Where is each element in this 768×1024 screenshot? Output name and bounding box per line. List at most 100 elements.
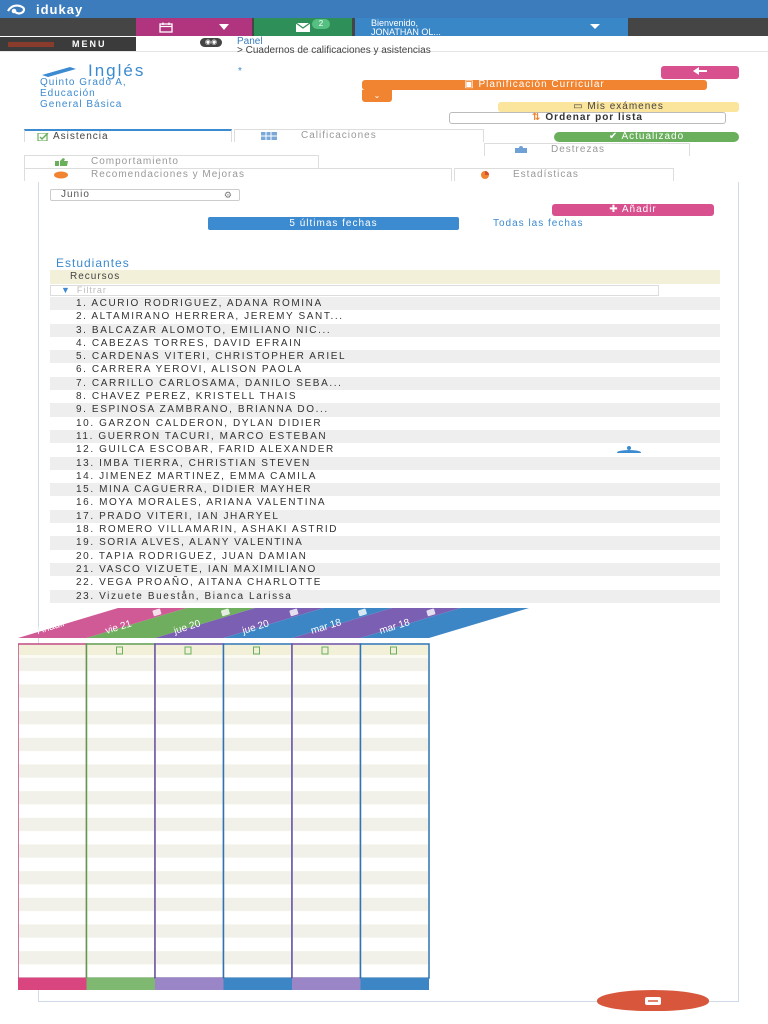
attendance-cell[interactable] [19,684,86,698]
attendance-cell[interactable] [224,711,292,725]
attendance-cell[interactable] [361,844,429,858]
attendance-cell[interactable] [293,844,360,858]
planificacion-curricular-button[interactable]: ▣ Planificación Curricular [362,80,707,90]
attendance-cell[interactable] [156,671,223,685]
tab-destrezas[interactable]: Destrezas [484,143,690,156]
attendance-cell[interactable] [156,831,223,845]
date-column-header[interactable] [292,608,461,638]
attendance-cell[interactable] [87,938,155,951]
attendance-cell[interactable] [87,658,155,671]
attendance-cell[interactable] [293,804,360,818]
attendance-cell[interactable] [224,911,292,925]
attendance-cell[interactable] [293,858,360,871]
attendance-cell[interactable] [87,804,155,818]
attendance-cell[interactable] [224,858,292,871]
attendance-cell[interactable] [87,858,155,871]
attendance-cell[interactable] [19,898,86,911]
attendance-cell[interactable] [156,751,223,765]
attendance-cell[interactable] [156,844,223,858]
student-row[interactable]: 5. CARDENAS VITERI, CHRISTOPHER ARIEL [50,350,720,364]
attendance-cell[interactable] [19,751,86,765]
attendance-cell[interactable] [224,684,292,698]
resource-doc-icon[interactable] [390,646,397,655]
attendance-cell[interactable] [156,778,223,791]
attendance-cell[interactable] [19,964,86,978]
attendance-cell[interactable] [361,804,429,818]
attendance-cell[interactable] [19,924,86,938]
user-icon[interactable] [616,446,642,454]
student-row[interactable]: 23. Vizuete Buestån, Bianca Larissa [50,589,720,603]
attendance-cell[interactable] [19,764,86,778]
calendar-button[interactable] [136,18,252,36]
attendance-cell[interactable] [293,924,360,938]
ordenar-por-lista-button[interactable]: ⇅ Ordenar por lista [449,112,726,124]
back-button[interactable] [661,66,739,79]
attendance-cell[interactable] [293,938,360,951]
attendance-cell[interactable] [87,711,155,725]
planificacion-dropdown-button[interactable]: ⌄ [362,90,392,102]
date-column-header[interactable] [86,608,256,638]
attendance-cell[interactable] [156,711,223,725]
attendance-cell[interactable] [361,711,429,725]
column-options-icon[interactable] [152,608,162,617]
messages-button[interactable]: 2 [254,18,352,36]
student-row[interactable]: 16. MOYA MORALES, ARIANA VALENTINA [50,496,720,510]
attendance-cell[interactable] [361,818,429,831]
attendance-cell[interactable] [293,951,360,965]
attendance-cell[interactable] [156,964,223,978]
attendance-cell[interactable] [361,858,429,871]
attendance-cell[interactable] [224,831,292,845]
attendance-cell[interactable] [293,898,360,911]
attendance-cell[interactable] [19,858,86,871]
attendance-cell[interactable] [87,951,155,965]
month-select[interactable]: Junio ⚙ [50,189,240,201]
attendance-cell[interactable] [87,884,155,898]
attendance-cell[interactable] [361,791,429,805]
filter-input[interactable]: ▼ Filtrar [50,285,659,296]
attendance-cell[interactable] [224,951,292,965]
attendance-cell[interactable] [87,724,155,738]
attendance-cell[interactable] [224,738,292,751]
tab-calificaciones[interactable]: Calificaciones [234,129,484,142]
attendance-cell[interactable] [19,791,86,805]
attendance-cell[interactable] [87,778,155,791]
tab-recomendaciones[interactable]: Recomendaciones y Mejoras [24,168,452,181]
attendance-cell[interactable] [156,698,223,711]
user-menu[interactable]: Bienvenido, JONATHAN OL... [355,18,628,37]
resource-doc-icon[interactable] [184,646,192,655]
attendance-cell[interactable] [224,724,292,738]
student-row[interactable]: 17. PRADO VITERI, IAN JHARYEL [50,509,720,524]
student-row[interactable]: 18. ROMERO VILLAMARIN, ASHAKI ASTRID [50,523,720,537]
attendance-cell[interactable] [224,924,292,938]
attendance-cell[interactable] [293,658,360,671]
attendance-cell[interactable] [361,884,429,898]
attendance-cell[interactable] [224,778,292,791]
attendance-cell[interactable] [87,791,155,805]
student-row[interactable]: 20. TAPIA RODRIGUEZ, JUAN DAMIAN [50,549,720,563]
attendance-cell[interactable] [156,658,223,671]
attendance-cell[interactable] [19,911,86,925]
attendance-cell[interactable] [293,884,360,898]
student-row[interactable]: 9. ESPINOSA ZAMBRANO, BRIANNA DO... [50,403,720,417]
student-row[interactable]: 13. IMBA TIERRA, CHRISTIAN STEVEN [50,456,720,470]
attendance-cell[interactable] [224,751,292,765]
attendance-cell[interactable] [19,724,86,738]
attendance-cell[interactable] [361,871,429,885]
add-button[interactable]: ✚ Añadir [552,204,714,216]
student-row[interactable]: 1. ACURIO RODRIGUEZ, ADANA ROMINA [50,297,720,311]
attendance-cell[interactable] [361,764,429,778]
attendance-cell[interactable] [19,778,86,791]
attendance-cell[interactable] [156,764,223,778]
attendance-cell[interactable] [361,911,429,925]
student-row[interactable]: 2. ALTAMIRANO HERRERA, JEREMY SANT... [50,310,720,324]
student-row[interactable]: 4. CABEZAS TORRES, DAVID EFRAIN [50,336,720,351]
column-options-icon[interactable] [289,608,299,617]
attendance-cell[interactable] [87,871,155,885]
attendance-cell[interactable] [156,898,223,911]
attendance-cell[interactable] [224,818,292,831]
attendance-cell[interactable] [87,698,155,711]
attendance-cell[interactable] [156,911,223,925]
attendance-cell[interactable] [361,724,429,738]
favorite-star-icon[interactable]: * [238,66,242,77]
attendance-cell[interactable] [87,671,155,685]
